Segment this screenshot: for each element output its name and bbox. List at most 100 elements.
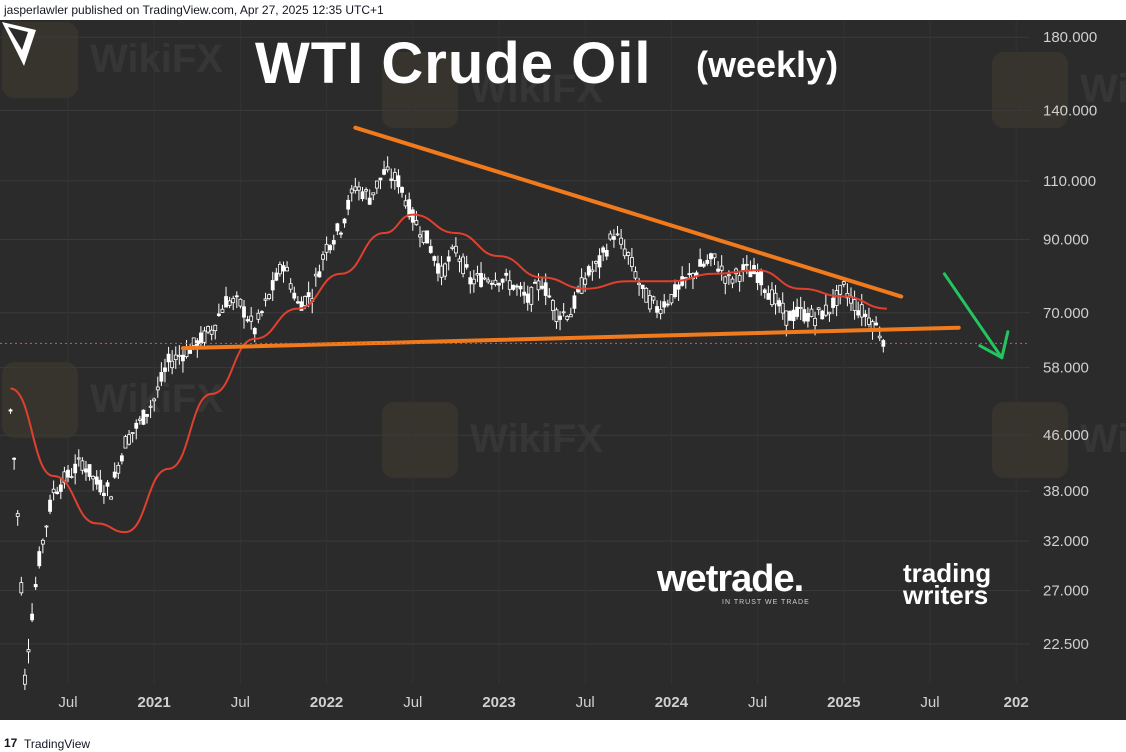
candle-body xyxy=(403,200,408,207)
candle-body xyxy=(331,240,336,245)
candle-body xyxy=(22,674,27,685)
candle-body xyxy=(349,188,354,194)
chart-svg[interactable]: WikiFX WikiFX WikiFX WikiFX WikiFX WikiFX 180… xyxy=(0,20,1126,720)
candle-body xyxy=(543,282,548,296)
publish-info: jasperlawler published on TradingView.co… xyxy=(4,3,384,17)
candle-body xyxy=(418,234,422,238)
candle-body xyxy=(453,245,458,254)
watermark-badge xyxy=(992,52,1068,128)
candle-body xyxy=(26,649,31,653)
candle-body xyxy=(540,285,544,289)
x-tick-label: Jul xyxy=(403,694,422,711)
candle-body xyxy=(572,295,577,309)
candle-body xyxy=(788,311,792,321)
candle-body xyxy=(784,310,789,326)
grid-lines xyxy=(0,20,1030,684)
candle-body xyxy=(432,256,437,261)
candle-body xyxy=(231,298,236,304)
candle-body xyxy=(274,272,279,281)
candle-body xyxy=(665,303,670,306)
candle-body xyxy=(805,313,810,322)
candle-body xyxy=(109,496,113,500)
candle-body xyxy=(852,299,857,311)
candle-body xyxy=(723,276,728,284)
candle-body xyxy=(374,180,379,189)
candle-body xyxy=(8,409,13,412)
candle-body xyxy=(809,308,814,317)
candle-body xyxy=(15,513,20,517)
candle-body xyxy=(234,295,239,298)
candle-body xyxy=(773,292,778,305)
watermark-text: WikiFX xyxy=(90,37,223,81)
candle-body xyxy=(436,263,440,274)
candle-body xyxy=(163,367,167,372)
candle-body xyxy=(443,263,448,277)
candle-body xyxy=(328,245,333,251)
wetrade-tagline: IN TRUST WE TRADE xyxy=(722,599,810,606)
candle-body xyxy=(40,539,45,545)
candle-body xyxy=(450,246,455,249)
trading-writers-line2: writers xyxy=(903,580,989,610)
candle-body xyxy=(881,340,886,347)
x-tick-label: 2024 xyxy=(655,694,689,711)
candle-body xyxy=(694,272,699,276)
candle-body xyxy=(647,295,652,310)
candle-body xyxy=(181,354,185,362)
candle-body xyxy=(382,169,386,175)
candle-body xyxy=(863,313,868,317)
candle-body xyxy=(550,300,555,311)
watermark-badge xyxy=(382,402,458,478)
candle-body xyxy=(339,232,343,235)
y-tick-label: 46.000 xyxy=(1043,427,1089,444)
candle-body xyxy=(468,277,473,285)
candle-body xyxy=(407,199,412,218)
candle-body xyxy=(346,199,351,210)
down-arrow-icon xyxy=(942,272,1010,360)
candle-body xyxy=(762,289,767,293)
watermark-text: WikiFX xyxy=(90,377,223,421)
y-tick-label: 58.000 xyxy=(1043,360,1089,377)
candle-body xyxy=(500,278,505,283)
candle-body xyxy=(44,525,49,528)
arrow-shaft xyxy=(942,272,1004,360)
candle-body xyxy=(644,287,649,303)
candle-body xyxy=(263,298,268,301)
candle-body xyxy=(249,315,254,322)
chart-panel[interactable]: WikiFX WikiFX WikiFX WikiFX WikiFX WikiFX 180… xyxy=(0,20,1126,720)
candle-body xyxy=(673,284,677,298)
candle-body xyxy=(515,285,519,288)
candle-body xyxy=(270,280,275,291)
candle-body xyxy=(209,329,214,335)
x-tick-label: 202 xyxy=(1004,694,1029,711)
candle-body xyxy=(87,464,92,477)
y-tick-label: 110.000 xyxy=(1043,173,1096,190)
candle-body xyxy=(604,250,609,257)
candle-body xyxy=(278,263,282,275)
watermark-layer: WikiFX WikiFX WikiFX WikiFX WikiFX WikiFX xyxy=(2,22,1126,478)
candle-body xyxy=(629,257,634,267)
candle-body xyxy=(838,284,843,295)
x-tick-label: Jul xyxy=(920,694,939,711)
candle-body xyxy=(457,258,462,262)
candle-body xyxy=(712,253,717,259)
candle-body xyxy=(816,307,821,311)
candle-body xyxy=(561,311,566,314)
candle-body xyxy=(159,372,164,382)
candle-body xyxy=(687,273,692,276)
x-tick-label: Jul xyxy=(231,694,250,711)
candle-body xyxy=(622,248,627,257)
candle-body xyxy=(827,311,832,315)
y-tick-label: 22.500 xyxy=(1043,636,1089,653)
candle-body xyxy=(759,270,764,286)
candle-body xyxy=(820,310,825,320)
candle-body xyxy=(504,272,509,276)
candle-body xyxy=(554,309,559,322)
candle-body xyxy=(410,209,415,223)
candle-body xyxy=(748,271,753,278)
candle-body xyxy=(55,491,60,495)
tradingview-logo-icon: 17 xyxy=(4,736,18,750)
candle-body xyxy=(371,192,376,196)
y-tick-label: 38.000 xyxy=(1043,483,1089,500)
candle-body xyxy=(813,317,817,327)
candle-body xyxy=(252,328,257,335)
